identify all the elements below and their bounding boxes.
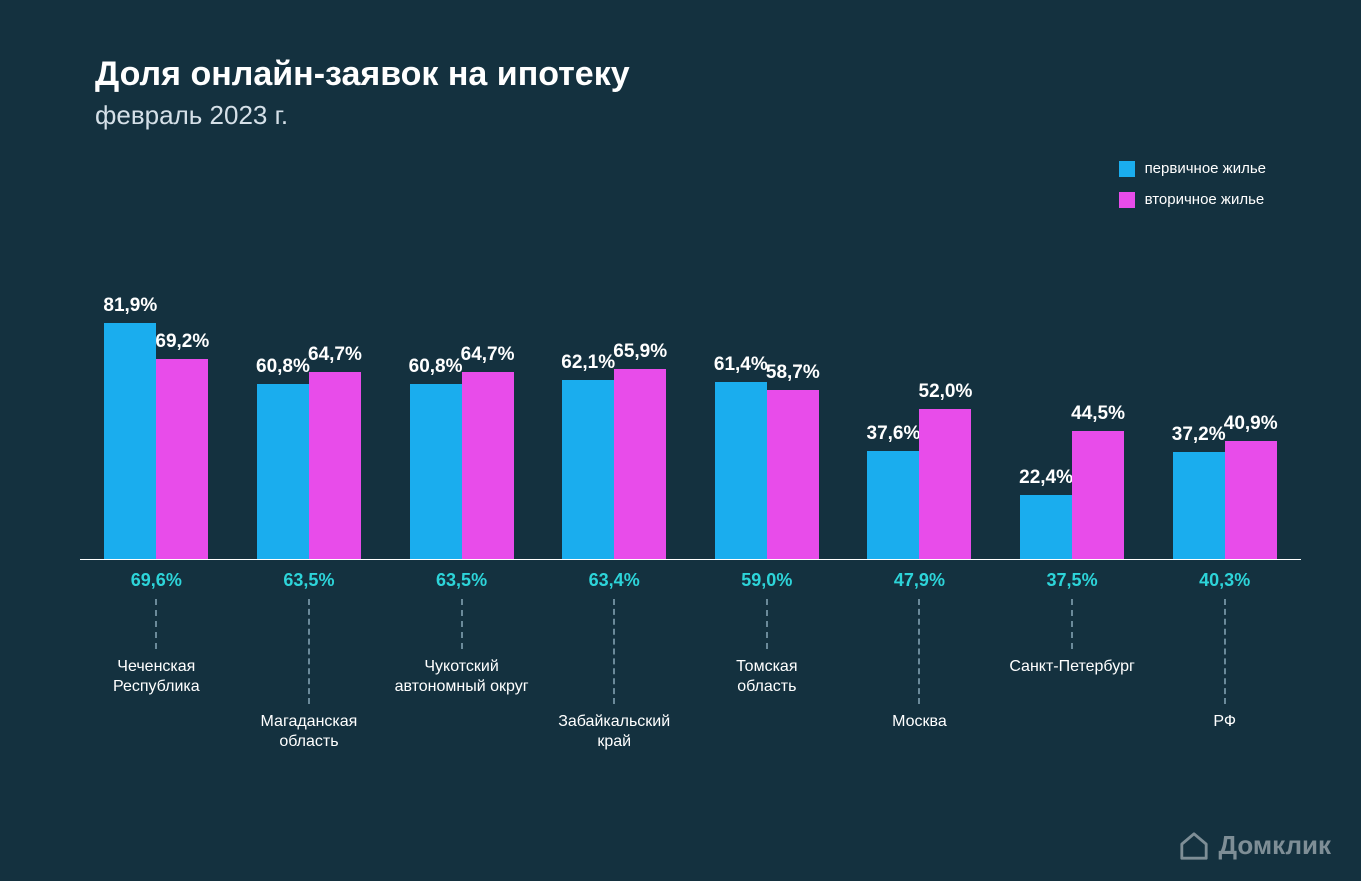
secondary-bar-label: 44,5%	[1071, 403, 1125, 431]
primary-bar: 81,9%	[104, 323, 156, 561]
legend-swatch-primary	[1119, 161, 1135, 177]
region-label: Чукотский автономный округ	[395, 657, 529, 697]
secondary-bar: 69,2%	[156, 359, 208, 560]
leader-line	[155, 599, 157, 649]
primary-bar: 37,2%	[1173, 452, 1225, 560]
leader-line	[766, 599, 768, 649]
legend: первичное жилье вторичное жилье	[1119, 160, 1266, 208]
secondary-bar-label: 52,0%	[919, 381, 973, 409]
bar-group: 60,8%64,7%	[234, 372, 384, 560]
axis-label-group: 69,6% Чеченская Республика	[81, 560, 231, 752]
primary-bar-label: 37,2%	[1172, 424, 1226, 452]
leader-line	[1224, 599, 1226, 704]
axis-label-group: 63,5% Чукотский автономный округ	[387, 560, 537, 752]
bar-group: 37,2%40,9%	[1150, 441, 1300, 560]
bar-groups: 81,9%69,2%60,8%64,7%60,8%64,7%62,1%65,9%…	[80, 270, 1301, 560]
secondary-bar: 64,7%	[462, 372, 514, 560]
bar-group: 37,6%52,0%	[844, 409, 994, 560]
avg-value: 63,5%	[283, 570, 334, 591]
axis-label-group: 40,3% РФ	[1150, 560, 1300, 752]
primary-bar: 37,6%	[867, 451, 919, 560]
region-label: Санкт-Петербург	[1009, 657, 1134, 677]
secondary-bar: 40,9%	[1225, 441, 1277, 560]
legend-item-primary: первичное жилье	[1119, 160, 1266, 177]
avg-value: 59,0%	[741, 570, 792, 591]
bar-group: 62,1%65,9%	[539, 369, 689, 560]
region-label: РФ	[1213, 712, 1236, 732]
primary-bar: 22,4%	[1020, 495, 1072, 560]
bar-chart: 81,9%69,2%60,8%64,7%60,8%64,7%62,1%65,9%…	[80, 270, 1301, 560]
secondary-bar-label: 64,7%	[461, 344, 515, 372]
bar-group: 61,4%58,7%	[692, 382, 842, 560]
primary-bar: 62,1%	[562, 380, 614, 560]
primary-bar-label: 37,6%	[867, 423, 921, 451]
region-label: Забайкальский край	[558, 712, 670, 752]
page-title: Доля онлайн-заявок на ипотеку	[95, 55, 630, 94]
secondary-bar: 58,7%	[767, 390, 819, 560]
region-label: Томская область	[736, 657, 797, 697]
secondary-bar: 44,5%	[1072, 431, 1124, 560]
legend-swatch-secondary	[1119, 192, 1135, 208]
page-subtitle: февраль 2023 г.	[95, 100, 288, 131]
brand-text: Домклик	[1219, 830, 1331, 861]
axis-label-group: 37,5% Санкт-Петербург	[997, 560, 1147, 752]
secondary-bar-label: 58,7%	[766, 362, 820, 390]
region-label: Магаданская область	[261, 712, 358, 752]
bar-group: 22,4%44,5%	[997, 431, 1147, 560]
secondary-bar: 52,0%	[919, 409, 971, 560]
legend-label-primary: первичное жилье	[1145, 160, 1266, 177]
axis-label-group: 63,5% Магаданская область	[234, 560, 384, 752]
leader-line	[918, 599, 920, 704]
primary-bar-label: 60,8%	[256, 356, 310, 384]
below-axis-labels: 69,6% Чеченская Республика 63,5% Магаданска…	[80, 560, 1301, 752]
primary-bar: 60,8%	[410, 384, 462, 560]
bar-group: 60,8%64,7%	[387, 372, 537, 560]
avg-value: 40,3%	[1199, 570, 1250, 591]
avg-value: 69,6%	[131, 570, 182, 591]
secondary-bar: 64,7%	[309, 372, 361, 560]
primary-bar-label: 60,8%	[409, 356, 463, 384]
region-label: Чеченская Республика	[113, 657, 200, 697]
primary-bar: 60,8%	[257, 384, 309, 560]
bar-group: 81,9%69,2%	[81, 323, 231, 561]
secondary-bar: 65,9%	[614, 369, 666, 560]
legend-item-secondary: вторичное жилье	[1119, 191, 1266, 208]
leader-line	[613, 599, 615, 704]
avg-value: 63,5%	[436, 570, 487, 591]
leader-line	[461, 599, 463, 649]
avg-value: 37,5%	[1047, 570, 1098, 591]
secondary-bar-label: 69,2%	[155, 331, 209, 359]
primary-bar-label: 81,9%	[103, 295, 157, 323]
avg-value: 63,4%	[589, 570, 640, 591]
axis-label-group: 63,4% Забайкальский край	[539, 560, 689, 752]
secondary-bar-label: 64,7%	[308, 344, 362, 372]
legend-label-secondary: вторичное жилье	[1145, 191, 1265, 208]
primary-bar-label: 22,4%	[1019, 467, 1073, 495]
house-icon	[1179, 831, 1209, 861]
chart-page: Доля онлайн-заявок на ипотеку февраль 20…	[0, 0, 1361, 881]
region-label: Москва	[892, 712, 947, 732]
brand-watermark: Домклик	[1179, 830, 1331, 861]
leader-line	[308, 599, 310, 704]
primary-bar-label: 61,4%	[714, 354, 768, 382]
leader-line	[1071, 599, 1073, 649]
axis-label-group: 59,0% Томская область	[692, 560, 842, 752]
secondary-bar-label: 40,9%	[1224, 413, 1278, 441]
secondary-bar-label: 65,9%	[613, 341, 667, 369]
axis-label-group: 47,9% Москва	[844, 560, 994, 752]
avg-value: 47,9%	[894, 570, 945, 591]
primary-bar: 61,4%	[715, 382, 767, 560]
primary-bar-label: 62,1%	[561, 352, 615, 380]
